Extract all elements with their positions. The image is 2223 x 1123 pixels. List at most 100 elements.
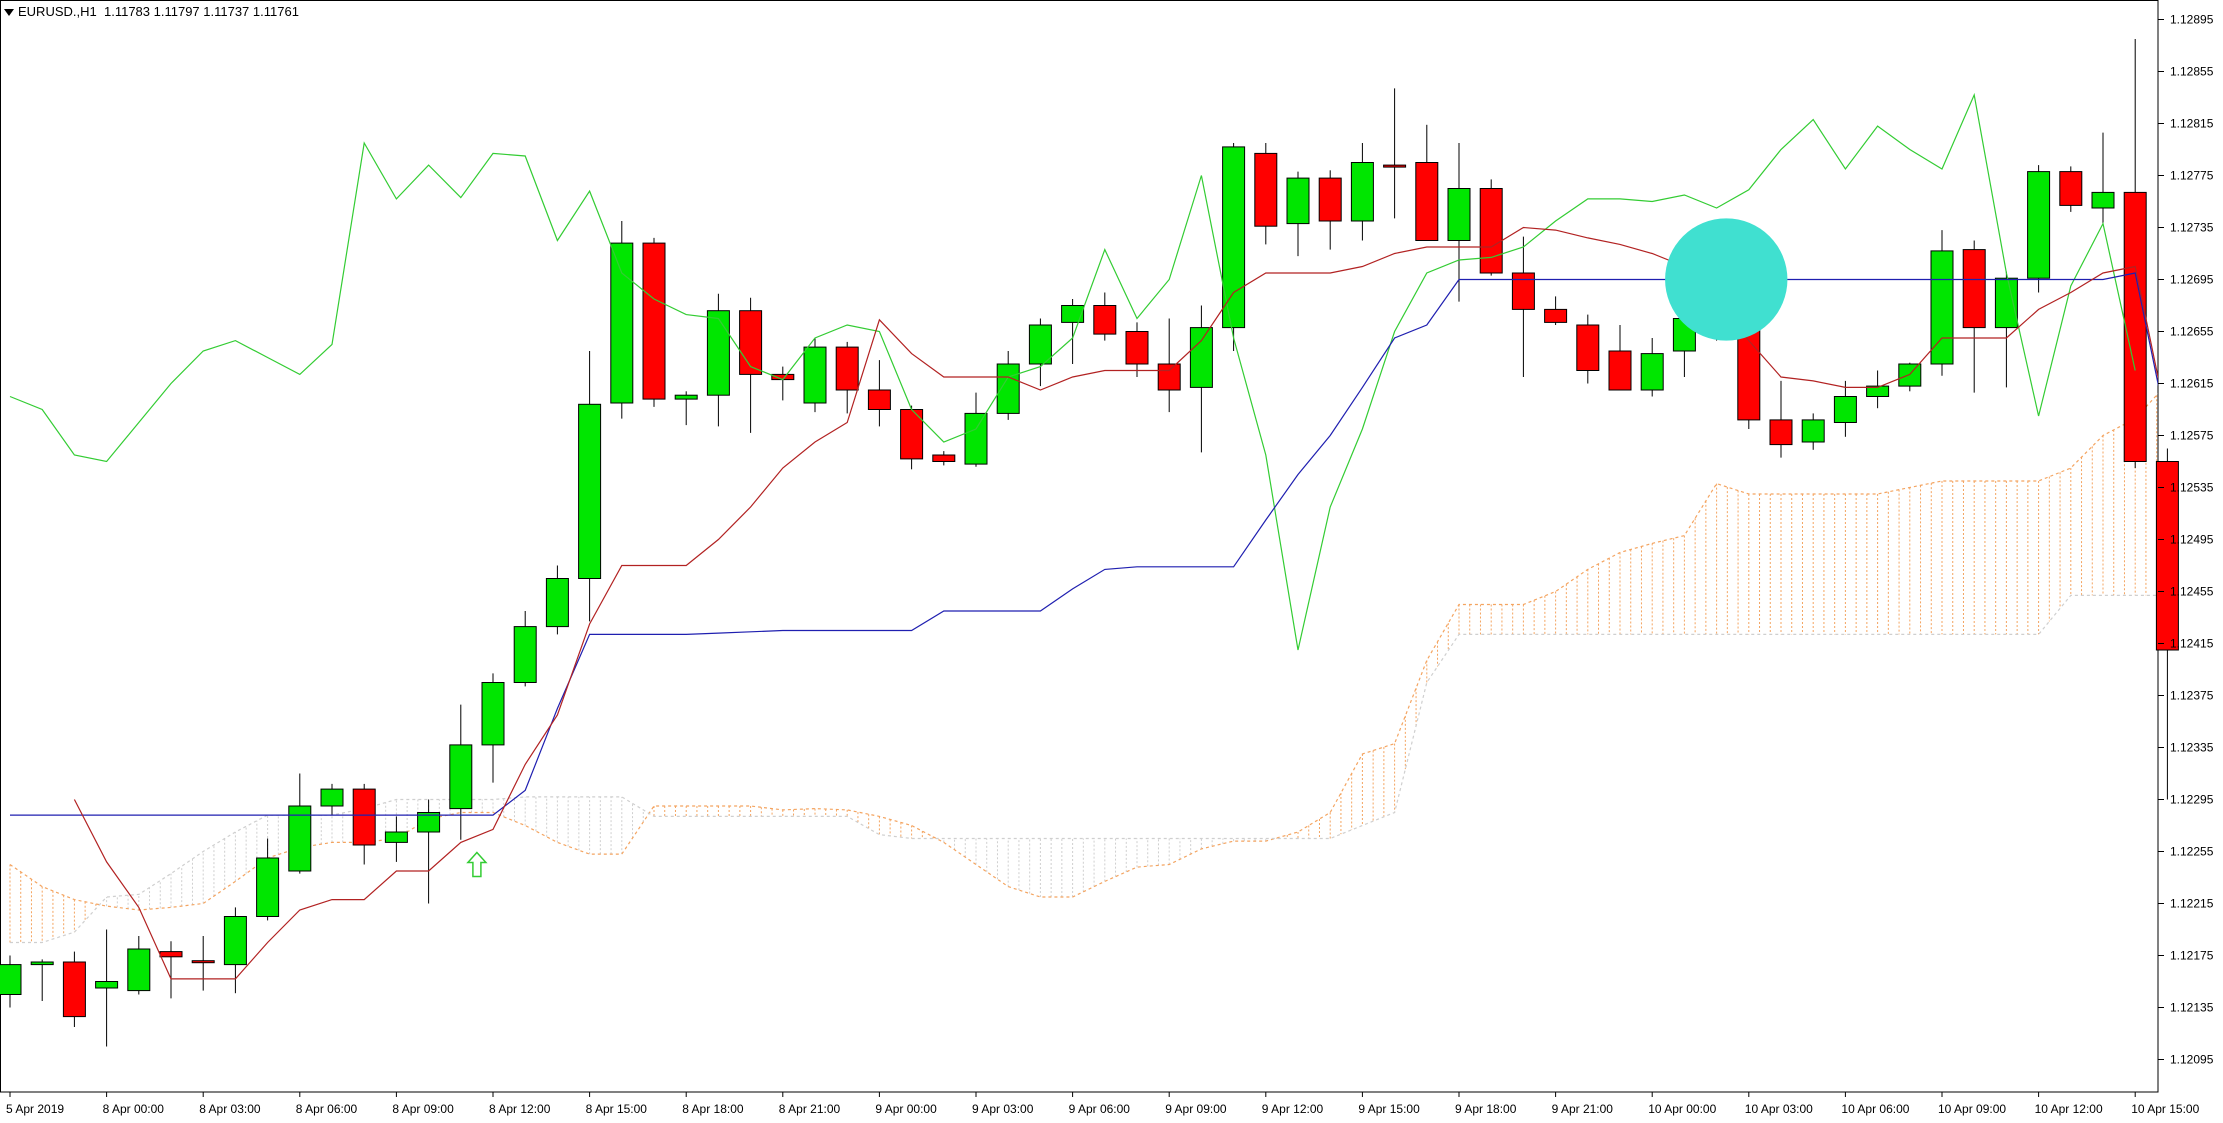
symbol-label: EURUSD.,H1 — [18, 4, 97, 19]
candle-body — [1254, 152, 1278, 227]
candle-body — [352, 788, 376, 846]
x-axis-tick-label: 8 Apr 06:00 — [296, 1102, 358, 1116]
candle-body — [191, 960, 215, 964]
candle-body — [1125, 331, 1149, 365]
candle-body — [223, 916, 247, 966]
y-axis-tick-label: 1.12655 — [2170, 325, 2214, 339]
y-axis-tick-label: 1.12095 — [2170, 1053, 2214, 1067]
candle-body — [1157, 363, 1181, 391]
y-axis-tick-label: 1.12815 — [2170, 117, 2214, 131]
y-axis-tick-label: 1.12295 — [2170, 793, 2214, 807]
chart-header: EURUSD.,H1 1.11783 1.11797 1.11737 1.117… — [4, 4, 299, 19]
x-axis-tick-label: 9 Apr 03:00 — [972, 1102, 1034, 1116]
x-axis-tick-label: 10 Apr 15:00 — [2131, 1102, 2199, 1116]
ohlc-readout: 1.11783 1.11797 1.11737 1.11761 — [103, 4, 299, 19]
candle-body — [1061, 305, 1085, 323]
candle-body — [1350, 162, 1374, 222]
candle-body — [513, 626, 537, 683]
x-axis-tick-label: 8 Apr 21:00 — [779, 1102, 841, 1116]
candle-body — [1511, 272, 1535, 310]
candle-body — [1898, 363, 1922, 387]
candle-body — [1318, 177, 1342, 222]
y-axis-tick-label: 1.12415 — [2170, 637, 2214, 651]
x-axis-tick-label: 10 Apr 06:00 — [1841, 1102, 1909, 1116]
senkou-span-b-line — [10, 594, 2158, 944]
candle-body — [1415, 162, 1439, 241]
candle-body — [1608, 350, 1632, 391]
candle-body — [1801, 419, 1825, 443]
buy-arrow-up-icon — [466, 851, 488, 878]
y-axis-tick-label: 1.12535 — [2170, 481, 2214, 495]
candle-body — [1640, 353, 1664, 391]
x-axis-tick-label: 9 Apr 15:00 — [1358, 1102, 1420, 1116]
x-axis-tick-label: 5 Apr 2019 — [6, 1102, 64, 1116]
candle-body — [2123, 191, 2147, 462]
x-axis-tick-label: 8 Apr 12:00 — [489, 1102, 551, 1116]
chikou-span-line — [9, 92, 2136, 651]
candle-body — [1479, 188, 1503, 274]
candle-body — [1093, 305, 1117, 335]
candle-body — [642, 242, 666, 400]
candle-body — [62, 961, 86, 1018]
candle-body — [1994, 277, 2018, 329]
candle-body — [1769, 419, 1793, 446]
x-axis-tick-label: 9 Apr 00:00 — [875, 1102, 937, 1116]
candle-body — [964, 412, 988, 465]
candle-body — [288, 805, 312, 872]
candle-body — [417, 812, 441, 833]
candle-body — [1962, 249, 1986, 329]
y-axis-tick-label: 1.12895 — [2170, 13, 2214, 27]
candle-body — [1447, 188, 1471, 241]
y-axis-tick-label: 1.12855 — [2170, 65, 2214, 79]
x-axis-tick-label: 8 Apr 03:00 — [199, 1102, 261, 1116]
kijun-sen-line — [10, 272, 2158, 816]
candle-body — [127, 948, 151, 992]
candle-body — [1576, 324, 1600, 371]
y-axis-tick-label: 1.12615 — [2170, 377, 2214, 391]
x-axis-tick-label: 8 Apr 15:00 — [586, 1102, 648, 1116]
x-axis-tick-label: 10 Apr 03:00 — [1745, 1102, 1813, 1116]
candle-body — [578, 403, 602, 579]
y-axis-tick-label: 1.12335 — [2170, 741, 2214, 755]
candle-body — [1028, 324, 1052, 365]
candle-body — [0, 964, 22, 995]
candle-body — [1383, 164, 1407, 168]
y-axis-tick-label: 1.12215 — [2170, 897, 2214, 911]
candle-body — [1833, 396, 1857, 423]
y-axis-tick-label: 1.12575 — [2170, 429, 2214, 443]
x-axis-tick-label: 8 Apr 18:00 — [682, 1102, 744, 1116]
y-axis-tick-label: 1.12255 — [2170, 845, 2214, 859]
candle-body — [867, 389, 891, 410]
candle-body — [2027, 171, 2051, 279]
candle-body — [384, 831, 408, 843]
y-axis-tick-label: 1.12135 — [2170, 1001, 2214, 1015]
candle-body — [159, 951, 183, 958]
candle-body — [95, 981, 119, 989]
dropdown-triangle-icon[interactable] — [4, 9, 14, 17]
x-axis-tick-label: 9 Apr 12:00 — [1262, 1102, 1324, 1116]
candle-body — [932, 454, 956, 462]
candle-body — [30, 961, 54, 966]
x-axis-tick-label: 9 Apr 18:00 — [1455, 1102, 1517, 1116]
x-axis-tick-label: 8 Apr 09:00 — [392, 1102, 454, 1116]
candle-body — [610, 242, 634, 404]
candle-body — [481, 682, 505, 746]
senkou-span-a-line — [9, 392, 2158, 911]
candle-body — [256, 857, 280, 917]
x-axis-tick-label: 10 Apr 12:00 — [2035, 1102, 2103, 1116]
candle-body — [835, 346, 859, 391]
candle-body — [739, 310, 763, 375]
candle-body — [2091, 191, 2115, 209]
x-axis-tick-label: 10 Apr 00:00 — [1648, 1102, 1716, 1116]
candle-body — [706, 310, 730, 396]
candle-body — [996, 363, 1020, 414]
candle-body — [545, 578, 569, 628]
candle-body — [1286, 177, 1310, 225]
y-axis-tick-label: 1.12375 — [2170, 689, 2214, 703]
candle-body — [2059, 171, 2083, 206]
y-axis-tick-label: 1.12175 — [2170, 949, 2214, 963]
candle-body — [320, 788, 344, 807]
y-axis-tick-label: 1.12775 — [2170, 169, 2214, 183]
